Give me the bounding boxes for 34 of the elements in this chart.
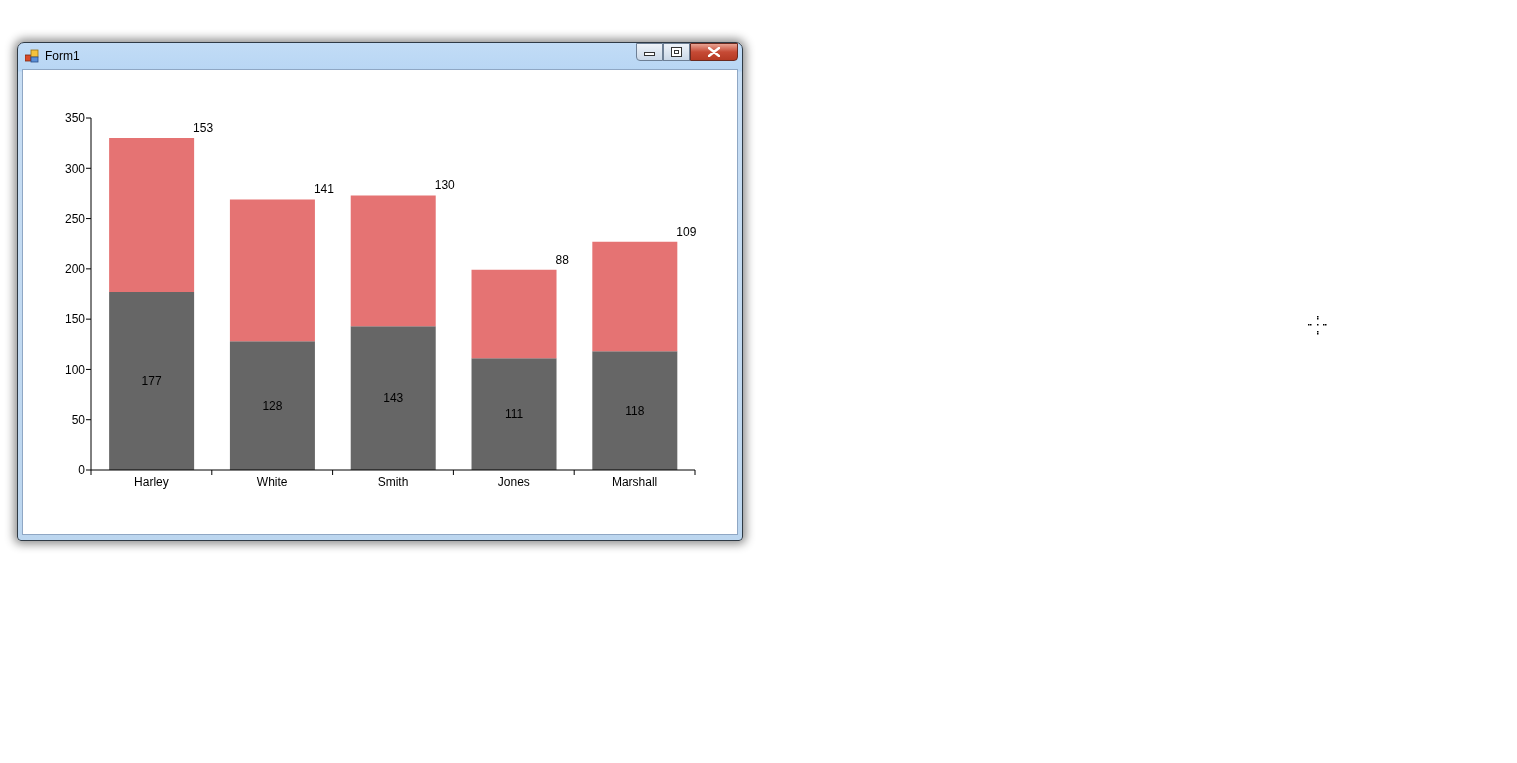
bar [592,351,678,470]
x-tick-label: Smith [377,475,409,489]
bar [229,341,315,470]
data-label: 153 [193,121,214,136]
y-tick-label: 200 [64,262,86,277]
data-label: 177 [141,373,162,388]
bar [109,138,195,292]
x-tick-label: Harley [134,475,169,489]
data-label: 143 [383,391,404,406]
bar [592,241,678,352]
y-tick-label: 150 [64,312,86,327]
bar [350,195,436,327]
bar [229,199,315,342]
x-tick-label: Jones [497,475,530,489]
bar [471,358,557,470]
x-tick-label: White [256,475,288,489]
data-label: 130 [434,178,456,193]
y-tick-label: 250 [64,211,86,226]
data-label: 109 [676,224,697,239]
bar [109,291,195,470]
data-label: 88 [555,252,570,267]
bar [350,326,436,470]
y-tick-label: 300 [64,161,86,176]
y-tick-label: 50 [71,412,86,427]
y-tick-label: 0 [78,463,86,478]
bar [471,269,557,359]
x-tick-label: Marshall [611,475,658,489]
y-tick-label: 100 [64,362,86,377]
text: Form1 [45,49,80,63]
data-label: 111 [504,407,524,422]
data-label: 141 [313,182,335,197]
data-label: 128 [262,398,283,413]
data-label: 118 [625,403,645,418]
y-tick-label: 350 [64,111,86,126]
